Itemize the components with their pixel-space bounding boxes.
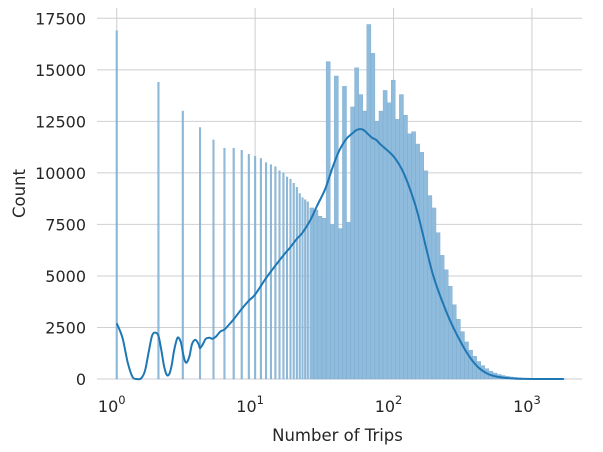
x-tick-label: 100: [98, 393, 126, 416]
histogram-bar: [447, 286, 453, 380]
x-axis-label: Number of Trips: [272, 426, 403, 445]
histogram-bar: [240, 150, 243, 380]
histogram-bar: [282, 172, 285, 380]
y-tick-label: 17500: [35, 9, 86, 28]
histogram-bar: [411, 131, 416, 380]
histogram-bar: [460, 331, 465, 380]
histogram-bars: [115, 24, 567, 380]
histogram-bar: [378, 110, 384, 380]
y-tick-label: 15000: [35, 61, 86, 80]
x-tick-base: 10: [513, 397, 533, 416]
histogram-bar: [415, 143, 420, 380]
histogram-bar: [439, 255, 445, 380]
histogram-bar: [265, 162, 268, 380]
x-tick-exponent: 1: [257, 393, 264, 407]
histogram-bar: [274, 166, 277, 380]
histogram-bar: [334, 75, 339, 380]
histogram-bar: [338, 228, 343, 380]
histogram-bar: [247, 154, 250, 380]
histogram-bar: [157, 81, 160, 380]
x-tick-labels: 100 101 102 103: [98, 393, 541, 416]
histogram-bar: [358, 94, 363, 380]
histogram-bar: [199, 127, 202, 380]
histogram-bar: [423, 170, 429, 380]
y-tick-label: 2500: [45, 318, 86, 337]
histogram-bar: [391, 79, 396, 380]
histogram-bar: [321, 218, 327, 380]
histogram-bar: [313, 209, 319, 380]
histogram-bar: [407, 133, 412, 380]
kde-curve: [115, 128, 564, 381]
histogram-bar: [399, 94, 404, 380]
histogram-bar: [435, 232, 441, 380]
x-tick-base: 10: [375, 397, 395, 416]
histogram-bar: [330, 224, 335, 380]
histogram-bar: [212, 139, 215, 380]
histogram-bar: [456, 319, 461, 380]
histogram-bar: [366, 24, 372, 380]
histogram-bar: [259, 158, 262, 380]
histogram-bar: [419, 152, 424, 380]
x-tick-base: 10: [98, 397, 118, 416]
x-tick-label: 101: [236, 393, 264, 416]
y-tick-label: 12500: [35, 112, 86, 131]
histogram-bar: [298, 193, 301, 380]
x-tick-exponent: 2: [395, 393, 402, 407]
histogram-bar: [289, 178, 292, 380]
histogram-bar: [286, 176, 289, 380]
histogram-bar: [350, 106, 355, 380]
x-tick-label: 103: [513, 393, 541, 416]
histogram-bar: [382, 90, 388, 380]
histogram-bar: [278, 170, 281, 380]
histogram-bar: [464, 341, 469, 380]
histogram-bar: [181, 110, 184, 380]
histogram-bar: [386, 102, 392, 380]
x-tick-exponent: 0: [118, 393, 125, 407]
histogram-bar: [370, 53, 376, 380]
histogram-bar: [254, 156, 257, 380]
histogram-bar: [443, 269, 449, 380]
y-tick-label: 10000: [35, 164, 86, 183]
histogram-bar: [362, 110, 368, 380]
histogram-bar: [452, 304, 457, 380]
histogram-bar: [403, 114, 408, 380]
x-tick-label: 102: [375, 393, 403, 416]
histogram-bar: [232, 147, 235, 380]
histogram-bar: [374, 121, 380, 380]
histogram-bar: [301, 197, 304, 380]
histogram-bar: [427, 195, 433, 380]
x-tick-base: 10: [236, 397, 256, 416]
histogram-bar: [342, 86, 347, 380]
kde-curve-layer: [115, 128, 564, 381]
histogram-bar: [304, 199, 307, 380]
histogram-bar: [325, 61, 331, 380]
y-tick-label: 7500: [45, 215, 86, 234]
histogram-bar: [346, 222, 351, 380]
histogram-bar: [309, 207, 315, 380]
histogram-bar: [115, 30, 118, 380]
histogram-bar: [354, 67, 359, 380]
histogram-bar: [472, 356, 477, 380]
y-tick-label: 5000: [45, 267, 86, 286]
histogram-bar: [317, 215, 323, 380]
histogram-bar: [431, 207, 437, 380]
histogram-bar: [306, 201, 309, 380]
x-tick-exponent: 3: [533, 393, 540, 407]
histogram-bar: [223, 147, 226, 380]
histogram-bar: [292, 182, 295, 380]
y-tick-label: 0: [76, 370, 86, 389]
y-tick-labels: 0 2500 5000 7500 10000 12500 15000 17500: [35, 9, 86, 389]
y-axis-label: Count: [10, 168, 29, 218]
histogram-bar: [295, 187, 298, 380]
